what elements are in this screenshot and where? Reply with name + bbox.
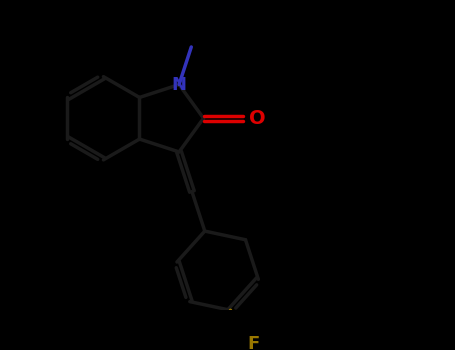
Text: N: N — [172, 76, 187, 93]
Text: F: F — [248, 335, 260, 350]
Text: O: O — [249, 109, 266, 128]
